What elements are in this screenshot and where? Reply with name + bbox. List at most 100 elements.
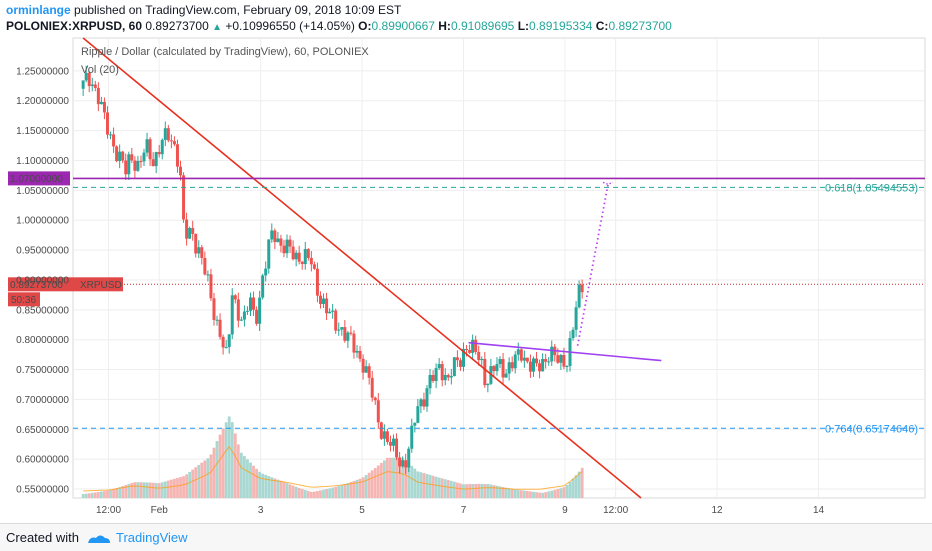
- volume-bar: [236, 444, 240, 498]
- y-tick-label: 0.75000000: [16, 365, 69, 376]
- volume-bar: [410, 465, 414, 498]
- y-tick-label: 1.00000000: [16, 216, 69, 227]
- candle-body: [580, 284, 584, 293]
- volume-bar: [93, 492, 97, 498]
- candle-body: [443, 374, 447, 381]
- chart-header: orminlange published on TradingView.com,…: [6, 2, 926, 36]
- candle-body: [197, 247, 201, 254]
- volume-bar: [109, 489, 112, 498]
- volume-bar: [565, 485, 569, 498]
- y-tick-label: 1.15000000: [16, 126, 69, 137]
- volume-bar: [471, 484, 475, 498]
- volume-bar: [510, 488, 514, 498]
- drawings: 1.07000000 0.618(1.05494553) 0.764(0.65174…: [8, 37, 925, 499]
- candle-body: [121, 151, 125, 161]
- candle-body: [525, 357, 529, 362]
- candle-body: [404, 460, 408, 468]
- candle-body: [261, 275, 265, 298]
- chart-title: Ripple / Dollar (calculated by TradingVi…: [81, 46, 369, 58]
- candle-body: [449, 376, 453, 378]
- volume-bar: [246, 459, 249, 498]
- candle-body: [312, 264, 316, 269]
- candle-body: [315, 268, 319, 296]
- volume-bar: [212, 447, 216, 498]
- candle-body: [349, 332, 353, 334]
- candle-body: [480, 358, 484, 361]
- volume-bar: [291, 485, 295, 498]
- volume-bar: [477, 483, 481, 498]
- volume-bar: [392, 457, 395, 498]
- candle-body: [264, 268, 268, 276]
- price-axis[interactable]: 1.25000000 1.20000000 1.15000000 1.10000000…: [16, 66, 69, 495]
- volume-bar: [176, 477, 179, 498]
- volume-bar: [154, 482, 158, 498]
- candle-body: [185, 219, 189, 239]
- candle-body: [343, 327, 347, 341]
- candle-body: [550, 346, 554, 362]
- candle-body: [556, 355, 560, 363]
- candle-body: [203, 257, 207, 275]
- low-label: L:: [517, 19, 530, 33]
- candle-body: [306, 249, 310, 258]
- volume-bar: [84, 493, 88, 498]
- author-link[interactable]: orminlange: [6, 3, 71, 17]
- y-tick-label: 0.70000000: [16, 395, 69, 406]
- volume-bar: [574, 475, 578, 498]
- candle-body: [398, 457, 402, 467]
- volume-bar: [541, 492, 545, 498]
- candle-body: [474, 339, 478, 352]
- volume-bar: [273, 478, 277, 498]
- volume-bar: [121, 486, 125, 498]
- volume-bar: [294, 486, 298, 498]
- candle-body: [379, 422, 383, 439]
- y-tick-label: 1.25000000: [16, 66, 69, 77]
- volume-bar: [379, 462, 383, 498]
- tradingview-logo-icon[interactable]: [86, 533, 112, 545]
- volume-bar: [519, 490, 523, 498]
- volume-bar: [300, 488, 304, 498]
- volume-bar: [544, 492, 548, 498]
- candle-body: [112, 134, 116, 147]
- volume-bar: [233, 433, 237, 498]
- candle-body: [118, 151, 122, 162]
- tradingview-link[interactable]: TradingView: [116, 530, 188, 545]
- volume-bar: [325, 489, 328, 498]
- candle-body: [239, 319, 243, 321]
- candle-body: [334, 310, 338, 331]
- volume-bar: [529, 491, 532, 498]
- volume-bar: [550, 490, 554, 498]
- time-axis[interactable]: 12:00 Feb 3 5 7 9 12:00 12 14: [96, 505, 825, 516]
- candle-body: [355, 350, 359, 353]
- volume-bar: [547, 491, 551, 498]
- volume-bar: [425, 473, 429, 498]
- candle-body: [233, 295, 237, 300]
- candle-body: [358, 350, 362, 359]
- candle-body: [96, 87, 100, 105]
- volume-bar: [112, 489, 115, 498]
- price-chart[interactable]: 1.07000000 0.618(1.05494553) 0.764(0.65174…: [0, 0, 932, 523]
- candle-body: [291, 246, 295, 260]
- candle-body: [492, 366, 496, 372]
- candle-body: [440, 364, 444, 381]
- volume-bar: [267, 476, 271, 498]
- volume-bar: [206, 458, 210, 498]
- candle-body: [522, 357, 526, 361]
- volume-bar: [230, 422, 234, 498]
- candle-body: [288, 239, 292, 247]
- candle-body: [255, 309, 259, 324]
- neckline: [468, 341, 662, 362]
- y-tick-label: 1.05000000: [16, 186, 69, 197]
- candle-body: [513, 354, 517, 369]
- volume-bar: [297, 487, 301, 498]
- volume-bar: [416, 471, 420, 498]
- x-tick-label: 3: [258, 505, 264, 516]
- candle-body: [577, 284, 581, 308]
- candle-body: [425, 388, 429, 407]
- volume-bar: [188, 471, 192, 498]
- volume-bar: [522, 490, 526, 498]
- low-value: 0.89195334: [529, 19, 593, 33]
- resistance-price-tag: [8, 171, 70, 186]
- candle-body: [352, 333, 356, 353]
- publish-info: published on TradingView.com, February 0…: [74, 3, 402, 17]
- volume-bar: [282, 481, 286, 498]
